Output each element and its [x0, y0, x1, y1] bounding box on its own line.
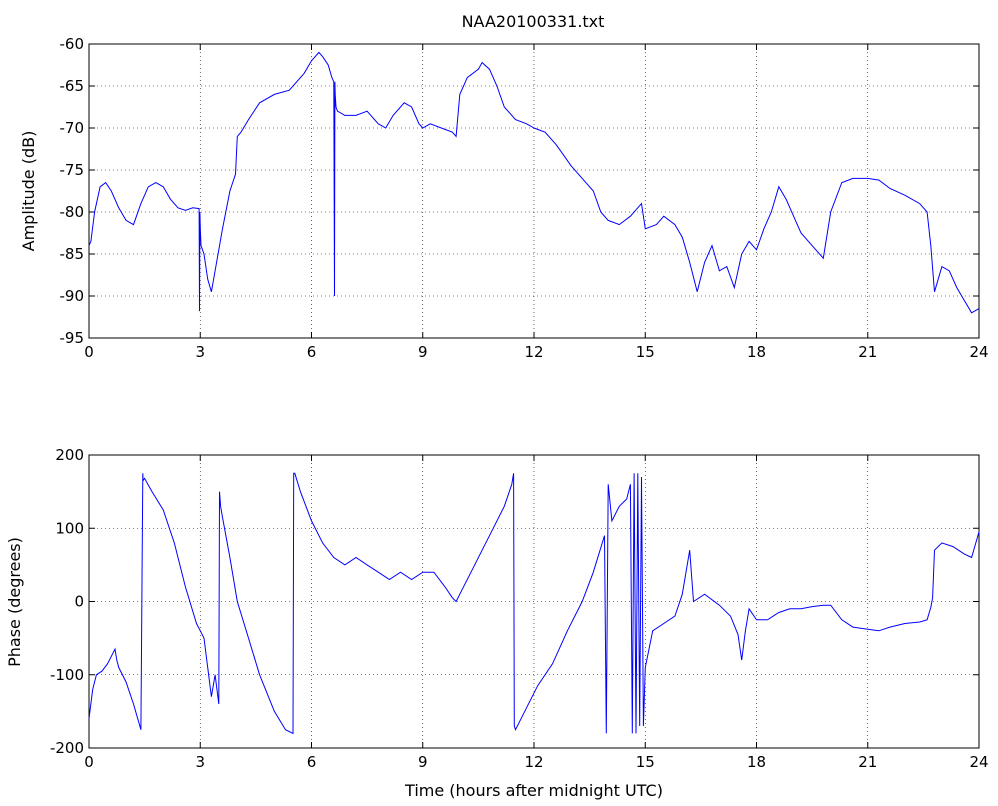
amplitude-panel: 0 3 6 9 12 15 18 21 24 -95 -90 -85 -80 -75 -70 -65 -60 A…	[19, 35, 989, 361]
amplitude-ticks: 0 3 6 9 12 15 18 21 24 -95 -90 -85 -80 -75 -70 -65 -60	[60, 35, 989, 361]
phase-xtick-label: 6	[307, 753, 317, 771]
phase-panel: 0 3 6 9 12 15 18 21 24 -200 -100 0 100 200 Phase (deg…	[5, 446, 989, 800]
phase-xtick-label: 9	[418, 753, 428, 771]
phase-xtick-label: 0	[84, 753, 94, 771]
phase-ytick-label: 100	[55, 519, 84, 537]
phase-ytick-label: -100	[50, 666, 84, 684]
phase-ticks: 0 3 6 9 12 15 18 21 24 -200 -100 0 100 200	[50, 446, 989, 771]
amplitude-xtick-label: 12	[524, 343, 543, 361]
amplitude-xtick-label: 6	[307, 343, 317, 361]
amplitude-xtick-label: 0	[84, 343, 94, 361]
amplitude-grid	[89, 44, 979, 338]
amplitude-ytick-label: -75	[60, 161, 85, 179]
amplitude-ytick-label: -95	[60, 329, 85, 347]
phase-xtick-label: 12	[524, 753, 543, 771]
amplitude-ytick-label: -80	[60, 203, 85, 221]
figure-title: NAA20100331.txt	[462, 12, 605, 31]
amplitude-ytick-label: -70	[60, 119, 85, 137]
phase-xtick-label: 24	[969, 753, 988, 771]
phase-xtick-label: 15	[636, 753, 655, 771]
phase-xlabel: Time (hours after midnight UTC)	[404, 781, 663, 800]
amplitude-xtick-label: 15	[636, 343, 655, 361]
amplitude-xtick-label: 3	[195, 343, 205, 361]
phase-ytick-label: -200	[50, 739, 84, 757]
phase-ytick-label: 200	[55, 446, 84, 464]
amplitude-series-line	[88, 51, 980, 314]
phase-grid	[89, 455, 979, 748]
amplitude-xtick-label: 9	[418, 343, 428, 361]
amplitude-ytick-label: -90	[60, 287, 85, 305]
phase-xtick-label: 3	[195, 753, 205, 771]
phase-xtick-label: 21	[858, 753, 877, 771]
amplitude-xtick-label: 21	[858, 343, 877, 361]
phase-ylabel: Phase (degrees)	[5, 537, 24, 667]
phase-xtick-label: 18	[747, 753, 766, 771]
amplitude-xtick-label: 18	[747, 343, 766, 361]
amplitude-ytick-label: -60	[60, 35, 85, 53]
amplitude-ytick-label: -65	[60, 77, 85, 95]
amplitude-ytick-label: -85	[60, 245, 85, 263]
phase-ytick-label: 0	[74, 593, 84, 611]
phase-series-line	[88, 472, 980, 735]
amplitude-xtick-label: 24	[969, 343, 988, 361]
amplitude-ylabel: Amplitude (dB)	[19, 131, 38, 252]
